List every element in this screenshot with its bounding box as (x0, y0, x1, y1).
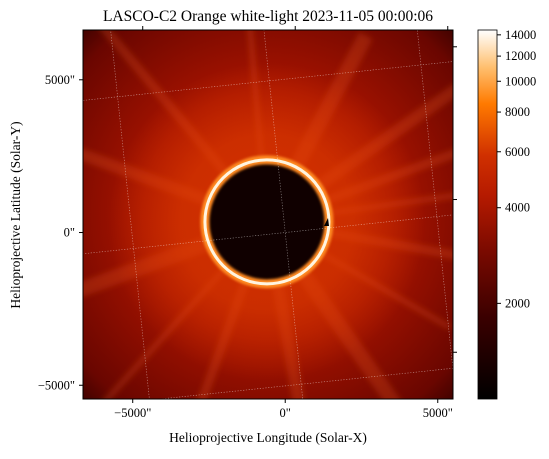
x-tick-label: 0" (280, 406, 291, 420)
x-tick-label: 5000" (423, 406, 453, 420)
y-axis-label: Helioprojective Latitude (Solar-Y) (8, 121, 23, 308)
colorbar-tick-label: 8000 (505, 105, 530, 119)
colorbar-tick-label: 2000 (505, 296, 530, 310)
occulter-disk (205, 160, 328, 283)
y-tick-label: −5000" (38, 378, 75, 392)
colorbar-tick-label: 10000 (505, 74, 536, 88)
colorbar-ticks: 2000 4000 6000 8000 10000 12000 14000 (497, 28, 536, 310)
pylon-mark (324, 218, 329, 226)
colorbar-tick-label: 12000 (505, 49, 536, 63)
x-axis-ticks: −5000" 0" 5000" (114, 26, 453, 420)
colorbar (477, 29, 498, 400)
colorbar-tick-label: 4000 (505, 201, 530, 215)
colorbar-tick-label: 6000 (505, 145, 530, 159)
colorbar-tick-label: 14000 (505, 28, 536, 42)
x-tick-label: −5000" (114, 406, 151, 420)
y-axis-ticks: 5000" 0" −5000" (38, 46, 457, 392)
occulter-ring (203, 158, 331, 286)
plot-frame (82, 29, 454, 400)
chart-title: LASCO-C2 Orange white-light 2023-11-05 0… (103, 8, 433, 25)
x-axis-label: Helioprojective Longitude (Solar-X) (169, 430, 367, 445)
y-tick-label: 0" (64, 226, 75, 240)
y-tick-label: 5000" (45, 73, 75, 87)
